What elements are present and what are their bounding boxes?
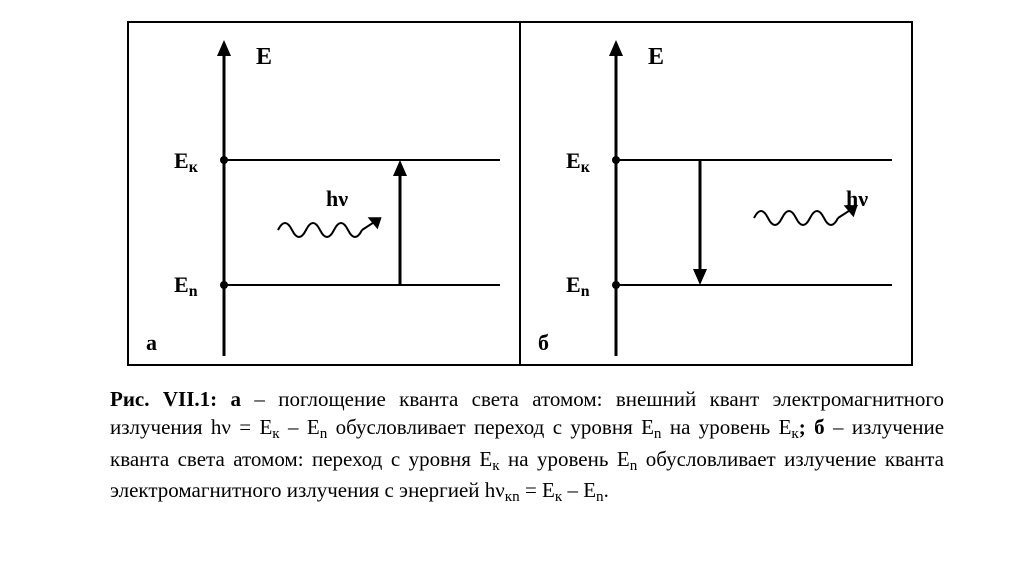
caption-b-2: на уровень xyxy=(500,447,617,471)
level-en-label-b: En xyxy=(566,272,590,301)
hv-label-a: hν xyxy=(326,186,348,212)
caption-a-2: обусловливает переход с уровня xyxy=(327,415,641,439)
level-ek-label-a: Eк xyxy=(174,148,198,177)
axis-e-label-b: E xyxy=(648,44,664,71)
caption-a-3: на уровень xyxy=(661,415,778,439)
level-ek-label-b: Eк xyxy=(566,148,590,177)
hv-label-b: hν xyxy=(846,186,868,212)
page: а б E E Eк En Eк En hν hν Рис. VII.1: а … xyxy=(0,0,1024,576)
caption-fig-label: Рис. VII.1: xyxy=(110,387,217,411)
panel-a-label: а xyxy=(146,330,157,356)
caption-b-tag: ; б xyxy=(799,415,825,439)
figure-caption: Рис. VII.1: а – поглощение кванта света … xyxy=(110,385,944,507)
axis-e-label-a: E xyxy=(256,44,272,71)
level-en-label-a: En xyxy=(174,272,198,301)
caption-a-tag: а xyxy=(231,387,242,411)
panel-b-label: б xyxy=(538,330,549,356)
